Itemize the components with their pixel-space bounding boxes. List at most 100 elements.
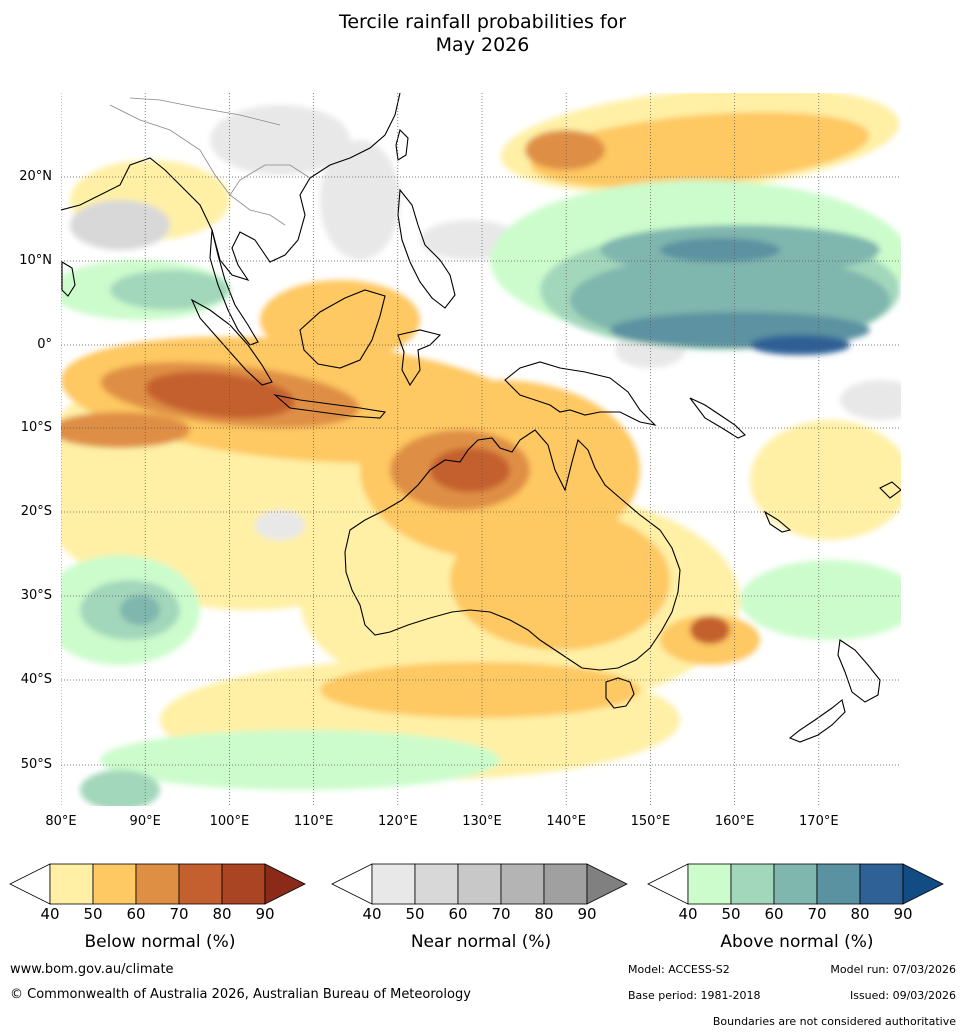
colorbar-segment — [92, 863, 137, 905]
near-normal-title: Near normal (%) — [410, 932, 552, 952]
probability-contour — [530, 112, 870, 188]
colorbar-extend-low — [647, 863, 689, 905]
graticule — [61, 93, 901, 806]
probability-contour — [210, 105, 350, 175]
latitude-label: 20°S — [20, 504, 52, 519]
sulawesi-coastline — [397, 329, 442, 387]
longitude-label: 100°E — [209, 814, 250, 829]
colorbar-extend-high — [264, 863, 306, 905]
colorbar-tick-label: 50 — [405, 905, 425, 923]
above-normal-colorbar — [647, 863, 944, 905]
tasmania-coastline — [605, 677, 635, 709]
colorbar-segment — [773, 863, 818, 905]
below-normal-title: Below normal (%) — [84, 932, 236, 952]
probability-contour — [840, 380, 901, 420]
sri-lanka-coastline — [61, 261, 76, 297]
probability-contour — [320, 662, 640, 718]
philippines-coastline — [397, 188, 456, 309]
colorbar-segment — [457, 863, 502, 905]
colorbar-segment — [543, 863, 588, 905]
model-text: Model: ACCESS-S2 — [628, 963, 730, 976]
longitude-label: 150°E — [630, 814, 671, 829]
colorbar-segment — [221, 863, 266, 905]
new-guinea-coastline — [504, 361, 657, 426]
colorbar-tick-label: 50 — [83, 905, 103, 923]
latitude-label: 40°S — [20, 672, 52, 687]
colorbar-segment — [687, 863, 732, 905]
colorbar-tick-label: 90 — [577, 905, 597, 923]
colorbar-tick-label: 70 — [169, 905, 189, 923]
probability-contour — [110, 270, 230, 310]
probability-contour — [690, 616, 730, 644]
colorbar-segment — [500, 863, 545, 905]
probability-contour — [320, 140, 400, 260]
colorbar-segment — [816, 863, 861, 905]
java-coastline — [273, 394, 387, 419]
below-normal-colorbar — [9, 863, 306, 905]
colorbar-extend-low — [331, 863, 373, 905]
colorbar-tick-label: 80 — [212, 905, 232, 923]
colorbar-tick-label: 70 — [491, 905, 511, 923]
taiwan-coastline — [395, 128, 409, 161]
colorbar-tick-label: 90 — [255, 905, 275, 923]
latitude-label: 10°N — [19, 253, 52, 268]
probability-contour — [61, 412, 190, 448]
longitude-label: 110°E — [293, 814, 334, 829]
asia-mainland-coastline — [61, 93, 401, 281]
colorbar-segment — [178, 863, 223, 905]
colorbar-tick-label: 50 — [721, 905, 741, 923]
colorbar-extend-high — [902, 863, 944, 905]
longitude-label: 160°E — [714, 814, 755, 829]
near-normal-colorbar — [331, 863, 628, 905]
malay-peninsula-coastline — [209, 229, 259, 346]
probability-contour — [750, 420, 901, 540]
probability-contour — [450, 510, 670, 650]
colorbar-segment — [859, 863, 904, 905]
solomon-islands-coastline — [689, 397, 746, 439]
probability-contour — [260, 280, 420, 360]
longitude-label: 80°E — [45, 814, 77, 829]
probability-contour — [255, 510, 305, 540]
new-caledonia-coastline — [763, 510, 792, 533]
base-period-text: Base period: 1981-2018 — [628, 989, 761, 1002]
colorbar-extend-high — [586, 863, 628, 905]
colorbar-tick-label: 40 — [40, 905, 60, 923]
australia-coastline — [344, 429, 681, 671]
longitude-label: 170°E — [799, 814, 839, 829]
longitude-label: 90°E — [129, 814, 161, 829]
longitude-label: 120°E — [378, 814, 418, 829]
coastlines — [61, 93, 901, 743]
colorbar-tick-label: 80 — [534, 905, 554, 923]
copyright-text: © Commonwealth of Australia 2026, Austra… — [10, 987, 471, 1002]
colorbar-segment — [730, 863, 775, 905]
colorbar-extend-low — [9, 863, 51, 905]
probability-contour — [70, 200, 170, 250]
colorbar-segment — [371, 863, 416, 905]
colorbar-tick-label: 40 — [362, 905, 382, 923]
probability-contour — [100, 730, 500, 790]
latitude-label: 50°S — [20, 757, 52, 772]
map-title-line2: May 2026 — [435, 34, 530, 56]
colorbar-segment — [414, 863, 459, 905]
website-link[interactable]: www.bom.gov.au/climate — [10, 962, 174, 977]
latitude-label: 0° — [37, 337, 52, 352]
probability-contour — [430, 448, 510, 492]
longitude-label: 130°E — [462, 814, 502, 829]
latitude-label: 10°S — [20, 420, 52, 435]
colorbar-segment — [49, 863, 94, 905]
colorbar-tick-label: 70 — [807, 905, 827, 923]
probability-contour — [120, 595, 160, 625]
longitude-label: 140°E — [546, 814, 586, 829]
model-run-text: Model run: 07/03/2026 — [830, 963, 956, 976]
colorbar-tick-label: 40 — [678, 905, 698, 923]
sumatra-coastline — [190, 298, 273, 386]
new-zealand-south-coastline — [788, 699, 846, 743]
latitude-label: 30°S — [20, 588, 52, 603]
latitude-label: 20°N — [19, 169, 52, 184]
borneo-coastline — [299, 289, 386, 369]
colorbar-tick-label: 60 — [764, 905, 784, 923]
fiji-coastline — [879, 481, 901, 499]
new-zealand-north-coastline — [837, 639, 881, 703]
probability-contour — [145, 371, 295, 419]
